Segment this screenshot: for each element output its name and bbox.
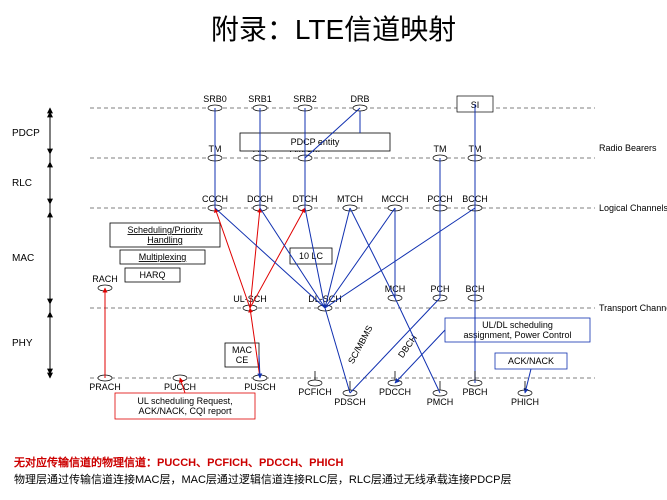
label-dbch: DBCH [396,333,419,360]
node-RACH: RACH [92,274,118,284]
axis-label: Radio Bearers [599,143,657,153]
node-PUSCH: PUSCH [244,382,276,392]
box-label: ACK/NACK [508,356,554,366]
node-DLSCH: DL-SCH [308,294,342,304]
box-label: Handling [147,235,183,245]
node-MTCH: MTCH [337,194,363,204]
box-label: MAC [232,345,253,355]
node-PDSCH: PDSCH [334,397,366,407]
node-PRACH: PRACH [89,382,121,392]
node-ULSCH: UL-SCH [233,294,267,304]
edge [525,369,531,393]
box-label: Scheduling/Priority [127,225,203,235]
box-label: Multiplexing [139,252,187,262]
node-PCFICH: PCFICH [298,387,332,397]
node-SRB0: SRB0 [203,94,227,104]
layer-label: PDCP [12,128,40,139]
footer: 无对应传输信道的物理信道：PUCCH、PCFICH、PDCCH、PHICH 物理… [14,455,657,488]
node-PHICH: PHICH [511,397,539,407]
box-label: CE [236,355,249,365]
page-title: 附录：LTE信道映射 [0,0,667,48]
label-scmbms: SC/MBMS [346,324,375,366]
box-label: HARQ [139,270,165,280]
box-label: UL scheduling Request, [137,396,232,406]
box-label: assignment, Power Control [463,330,571,340]
node-PBCH: PBCH [462,387,487,397]
box-label: UL/DL scheduling [482,320,553,330]
node-SRB1: SRB1 [248,94,272,104]
node-SRB2: SRB2 [293,94,317,104]
node-PMCH: PMCH [427,397,454,407]
layer-label: RLC [12,178,32,189]
node-TM2: TM [434,144,447,154]
edge [215,208,250,308]
node-PDCCH: PDCCH [379,387,411,397]
box-label: 10 LC [299,251,324,261]
footer-line2: 物理层通过传输信道连接MAC层，MAC层通过逻辑信道连接RLC层，RLC层通过无… [14,472,657,489]
box-label: ACK/NACK, CQI report [138,406,232,416]
edge [325,308,350,393]
axis-label: Transport Channels [599,303,667,313]
node-PUCCH: PUCCH [164,382,196,392]
node-MCCH: MCCH [382,194,409,204]
layer-label: PHY [12,338,33,349]
edge [350,208,395,298]
box-label: PDCP entity [291,137,340,147]
axis-label: Logical Channels [599,203,667,213]
footer-line1: 无对应传输信道的物理信道：PUCCH、PCFICH、PDCCH、PHICH [14,455,657,472]
lte-channel-diagram: PDCP Radio Bearers RLC Logical Channels MAC T… [0,48,667,438]
node-DRB: DRB [350,94,369,104]
layer-label: MAC [12,253,34,264]
